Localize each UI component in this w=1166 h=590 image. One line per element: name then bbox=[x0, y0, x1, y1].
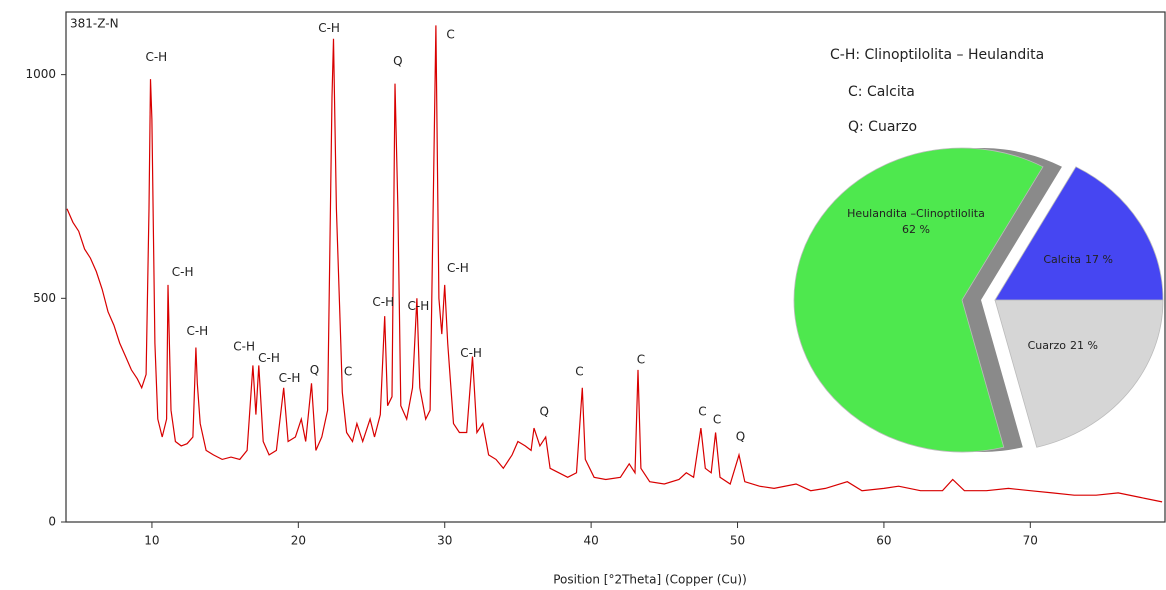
peak-label: C-H bbox=[372, 295, 394, 309]
peak-label: Q bbox=[310, 363, 319, 377]
pie-label: Cuarzo bbox=[1028, 339, 1067, 352]
x-tick-label: 10 bbox=[144, 534, 159, 548]
peak-label: C-H bbox=[408, 299, 430, 313]
peak-label: C bbox=[575, 365, 583, 379]
peak-label: C-H bbox=[186, 324, 208, 338]
peak-label: C-H bbox=[233, 340, 255, 354]
peak-label: C-H bbox=[172, 265, 194, 279]
x-tick-label: 20 bbox=[291, 534, 306, 548]
peak-label: Q bbox=[393, 54, 402, 68]
peak-label: C-H bbox=[447, 261, 469, 275]
pie-slice bbox=[994, 166, 1164, 301]
peak-label: C-H bbox=[460, 346, 482, 360]
pie-label: Heulandita –Clinoptilolita bbox=[847, 207, 985, 220]
x-tick-label: 50 bbox=[730, 534, 745, 548]
x-tick-label: 60 bbox=[876, 534, 891, 548]
pie-value-label: 62 % bbox=[902, 223, 930, 236]
x-tick-label: 40 bbox=[583, 534, 598, 548]
y-tick-label: 1000 bbox=[25, 67, 56, 81]
pie-label: Calcita bbox=[1043, 253, 1081, 266]
peak-label: C bbox=[446, 27, 454, 41]
peak-label: C-H bbox=[318, 21, 340, 35]
peak-label: C bbox=[637, 353, 645, 367]
y-tick-label: 0 bbox=[48, 515, 56, 529]
y-tick-label: 500 bbox=[33, 291, 56, 305]
peak-label: C-H bbox=[279, 371, 301, 385]
x-tick-label: 30 bbox=[437, 534, 452, 548]
plot-frame bbox=[65, 11, 1166, 523]
peak-label: C-H bbox=[145, 50, 167, 64]
x-tick-label: 70 bbox=[1023, 534, 1038, 548]
peak-label: Q bbox=[540, 404, 549, 418]
legend-note: C: Calcita bbox=[848, 84, 915, 100]
peak-label: C bbox=[698, 404, 706, 418]
x-axis-label: Position [°2Theta] (Copper (Cu)) bbox=[553, 573, 747, 587]
xrd-line bbox=[66, 25, 1163, 503]
peak-label: C bbox=[344, 365, 352, 379]
legend-note: Q: Cuarzo bbox=[848, 119, 917, 135]
peak-label: C-H bbox=[258, 351, 280, 365]
panel-title: 381-Z-N bbox=[70, 17, 119, 31]
pie-value-label: 17 % bbox=[1085, 253, 1113, 266]
peak-label: C bbox=[713, 413, 721, 427]
pie-value-label: 21 % bbox=[1070, 339, 1098, 352]
pie-slice bbox=[994, 299, 1164, 448]
peak-label: Q bbox=[736, 430, 745, 444]
legend-note: C-H: Clinoptilolita – Heulandita bbox=[830, 47, 1044, 63]
pie-slice bbox=[793, 147, 1044, 453]
